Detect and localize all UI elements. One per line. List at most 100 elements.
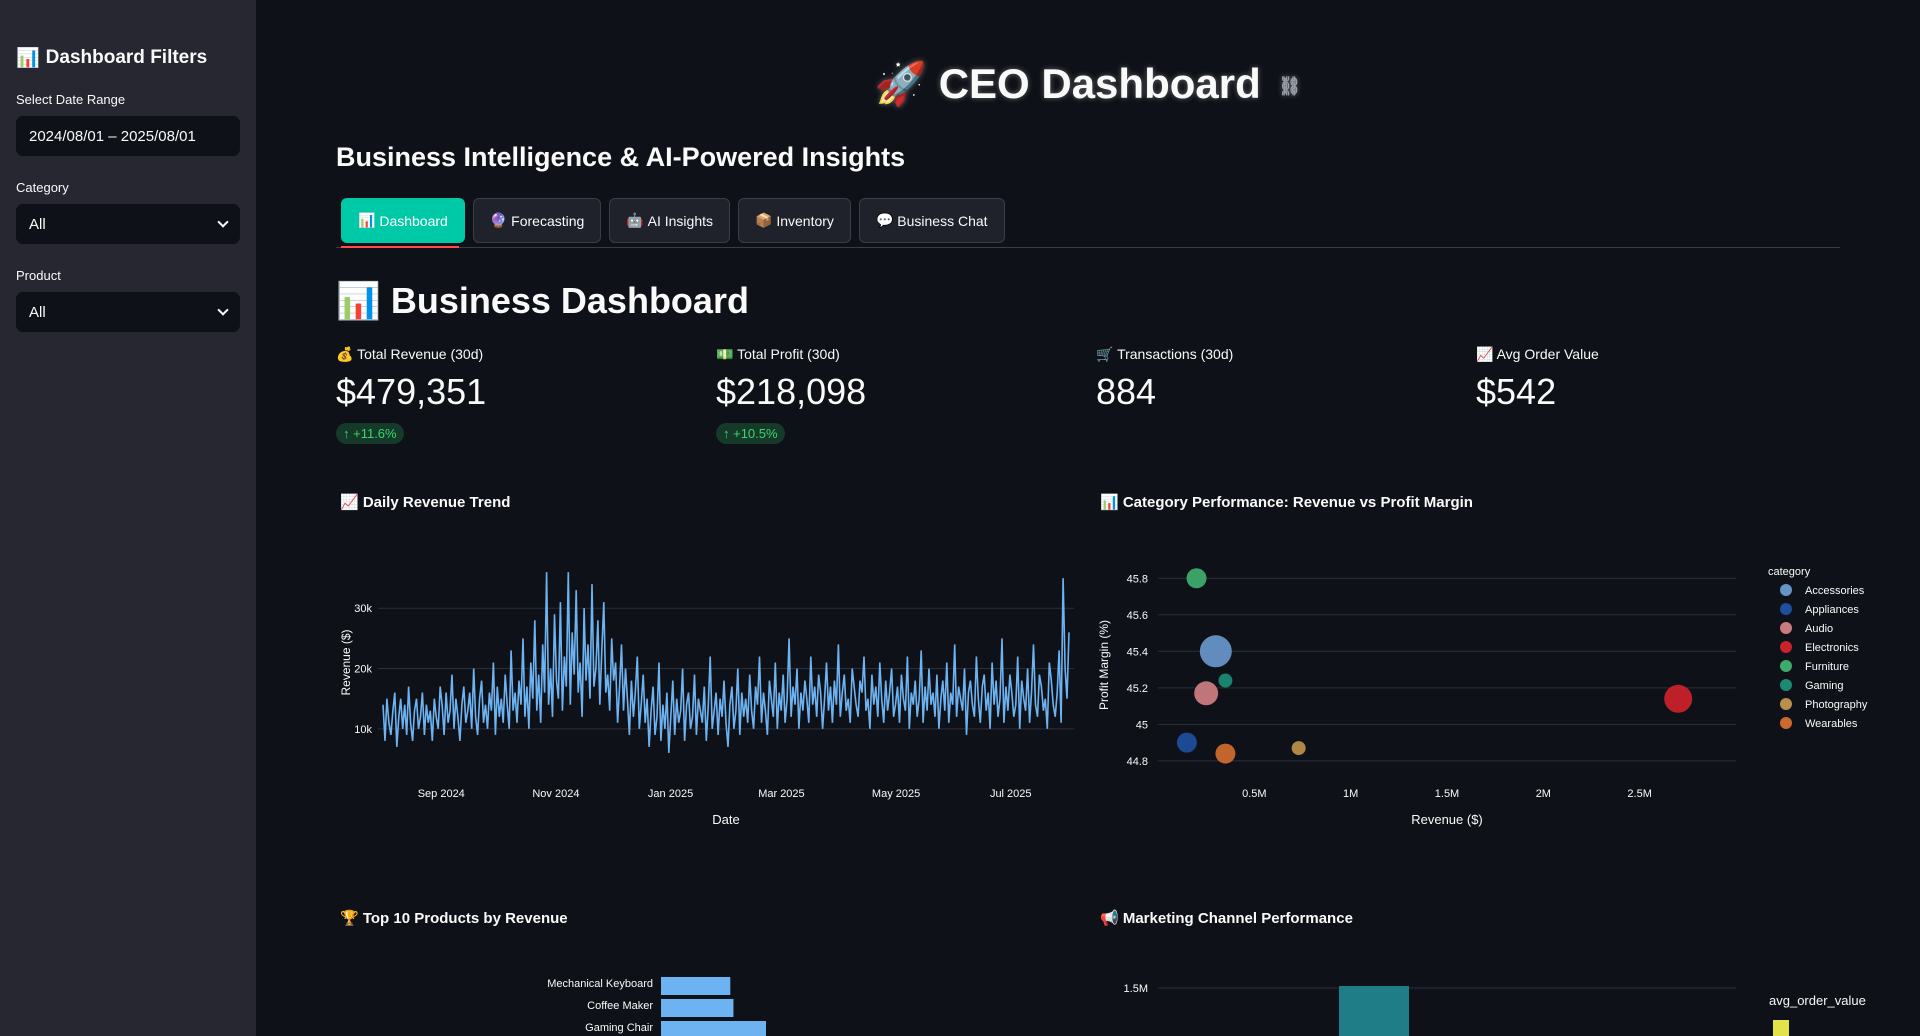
product-select[interactable]: All <box>16 292 240 332</box>
bar-chart-icon: 📊 <box>358 212 376 228</box>
x-axis-label: Date <box>712 812 739 827</box>
category-value: All <box>29 215 46 233</box>
tab-label: AI Insights <box>647 212 714 229</box>
y-tick-label: 45 <box>1136 719 1148 731</box>
tab-ai-insights[interactable]: 🤖 AI Insights <box>609 198 731 243</box>
x-tick-label: Jan 2025 <box>648 788 693 800</box>
legend-label: Audio <box>1805 623 1833 635</box>
scatter-point-wearables <box>1215 743 1236 764</box>
product-bar <box>661 977 731 995</box>
date-range-input[interactable]: 2024/08/01 – 2025/08/01 <box>16 116 240 156</box>
category-select[interactable]: All <box>16 204 240 244</box>
y-tick-label: 44.8 <box>1127 756 1148 768</box>
x-tick-label: May 2025 <box>872 788 920 800</box>
legend-title: category <box>1768 566 1811 578</box>
legend-label: Electronics <box>1805 642 1859 654</box>
scatter-point-photography <box>1291 741 1306 756</box>
scatter-point-electronics <box>1664 684 1693 713</box>
metric-label: 🛒 Transactions (30d) <box>1096 346 1416 363</box>
product-bar <box>661 999 734 1017</box>
revenue-series-line <box>382 572 1070 753</box>
legend-label: Accessories <box>1805 585 1865 597</box>
metric-delta: ↑ +11.6% <box>336 423 404 444</box>
package-icon: 📦 <box>755 212 773 228</box>
bar-label: Mechanical Keyboard <box>547 978 653 990</box>
colorbar-title: avg_order_value <box>1769 993 1866 1008</box>
products-chart-title: 🏆 Top 10 Products by Revenue <box>340 910 568 927</box>
scatter-point-furniture <box>1186 568 1207 589</box>
metric-label-text: Transactions (30d) <box>1117 346 1234 362</box>
category-chart-title: 📊 Category Performance: Revenue vs Profi… <box>1100 494 1473 511</box>
metric-value: $542 <box>1476 371 1557 412</box>
dollar-bill-icon: 💵 <box>716 346 734 362</box>
y-tick-label: 45.6 <box>1127 610 1148 622</box>
shopping-cart-icon: 🛒 <box>1096 346 1114 362</box>
tab-forecasting[interactable]: 🔮 Forecasting <box>472 198 602 243</box>
x-axis-label: Revenue ($) <box>1411 812 1483 827</box>
metric-transactions: 🛒 Transactions (30d) 884 <box>1096 346 1416 423</box>
metric-label-text: Total Profit (30d) <box>737 346 840 362</box>
tab-business-chat[interactable]: 💬 Business Chat <box>858 198 1005 243</box>
y-tick-label: 45.4 <box>1127 646 1148 658</box>
speech-bubble-icon: 💬 <box>875 212 894 228</box>
y-tick-label: 20k <box>354 664 372 676</box>
revenue-line-chart[interactable]: 10k 20k 30k Sep 2024 Nov 2024 Jan 2025 Mar 202… <box>336 540 1076 840</box>
scatter-point-accessories <box>1199 635 1232 668</box>
legend-marker <box>1780 717 1792 729</box>
x-tick-label: 1.5M <box>1435 788 1459 800</box>
metric-label-text: Avg Order Value <box>1496 346 1599 362</box>
legend-marker <box>1780 698 1792 710</box>
product-label: Product <box>16 268 61 283</box>
bar-chart-icon: 📊 <box>336 280 381 321</box>
x-tick-label: Nov 2024 <box>532 788 579 800</box>
legend-label: Appliances <box>1805 604 1859 616</box>
tab-bar: 📊 Dashboard 🔮 Forecasting 🤖 AI Insights … <box>336 198 1840 248</box>
date-range-value: 2024/08/01 – 2025/08/01 <box>29 127 196 145</box>
rocket-icon: 🚀 <box>874 60 928 107</box>
y-axis-label: Revenue ($) <box>339 629 353 695</box>
legend-marker <box>1780 603 1792 615</box>
product-value: All <box>29 303 46 321</box>
legend-label: Wearables <box>1805 718 1858 730</box>
scatter-point-appliances <box>1176 732 1197 753</box>
colorbar-swatch <box>1773 1020 1789 1036</box>
y-tick-label: 10k <box>354 724 372 736</box>
bar-label: Coffee Maker <box>587 1000 653 1012</box>
channel-bar <box>1339 986 1409 1036</box>
metric-value: $479,351 <box>336 371 487 412</box>
tab-label: Forecasting <box>511 212 585 229</box>
tab-label: Business Chat <box>897 212 988 229</box>
category-scatter-chart[interactable]: 44.8 45 45.2 45.4 45.6 45.8 0.5M 1M 1.5M 2M 2.5M Re… <box>1096 540 1876 840</box>
legend-marker <box>1780 584 1792 596</box>
metric-delta: ↑ +10.5% <box>716 423 785 444</box>
metric-avg-order-value: 📈 Avg Order Value $542 <box>1476 346 1796 423</box>
bar-label: Gaming Chair <box>585 1022 653 1034</box>
x-tick-label: 0.5M <box>1242 788 1266 800</box>
x-tick-label: 2.5M <box>1627 788 1651 800</box>
x-tick-label: Mar 2025 <box>758 788 804 800</box>
anchor-link-icon[interactable]: ⛓ <box>1278 76 1302 97</box>
legend-marker <box>1780 641 1792 653</box>
metric-total-profit: 💵 Total Profit (30d) $218,098 ↑ +10.5% <box>716 346 1036 444</box>
bar-chart-icon: 📊 <box>16 48 40 69</box>
metric-label: 📈 Avg Order Value <box>1476 346 1796 363</box>
y-tick-label: 45.2 <box>1127 683 1148 695</box>
tab-dashboard[interactable]: 📊 Dashboard <box>341 198 465 243</box>
legend-marker <box>1780 679 1792 691</box>
page-title-text: CEO Dashboard <box>938 60 1261 107</box>
metric-label-text: Total Revenue (30d) <box>357 346 484 362</box>
sidebar-title: 📊 Dashboard Filters <box>16 46 240 70</box>
chevron-down-icon <box>217 304 229 316</box>
tab-inventory[interactable]: 📦 Inventory <box>738 198 851 243</box>
scatter-point-gaming <box>1218 673 1233 688</box>
metric-total-revenue: 💰 Total Revenue (30d) $479,351 ↑ +11.6% <box>336 346 656 444</box>
active-tab-indicator <box>341 246 459 248</box>
legend-label: Photography <box>1805 699 1868 711</box>
tab-label: Dashboard <box>379 212 448 229</box>
metric-value: 884 <box>1096 371 1157 412</box>
page-title: 🚀 CEO Dashboard ⛓ <box>256 60 1920 109</box>
y-tick-label: 45.8 <box>1127 573 1148 585</box>
marketing-channel-chart[interactable]: 1.5M avg_order_value <box>1096 960 1876 1036</box>
top-products-bar-chart[interactable]: Mechanical Keyboard Coffee Maker Gaming Ch… <box>336 960 1076 1036</box>
